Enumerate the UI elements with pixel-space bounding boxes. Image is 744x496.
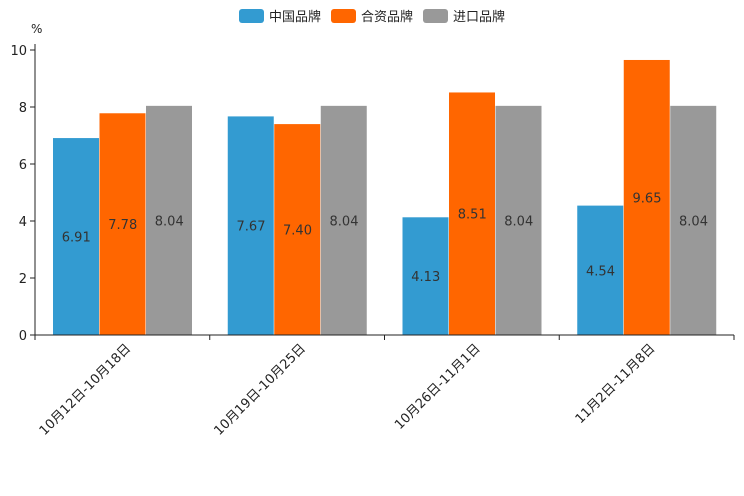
- legend-label: 中国品牌: [269, 9, 321, 25]
- legend-swatch: [423, 9, 448, 23]
- data-label: 7.78: [108, 218, 137, 233]
- bar: [53, 138, 99, 335]
- y-tick-label: 4: [19, 215, 27, 230]
- x-axis: 10月12日-10月18日 10月19日-10月25日 10月26日-11月1日 11…: [34, 334, 735, 439]
- bar: [320, 105, 367, 335]
- data-label: 6.91: [62, 231, 91, 246]
- y-tick-label: 2: [19, 272, 27, 287]
- bar: [623, 59, 670, 335]
- x-category-label: 11月2日-11月8日: [573, 341, 659, 427]
- x-category-label: 10月26日-11月1日: [392, 341, 484, 433]
- data-label: 7.40: [283, 224, 312, 239]
- y-tick-label: 6: [19, 158, 27, 173]
- data-label: 8.04: [155, 214, 184, 229]
- y-tick-label: 10: [10, 44, 27, 59]
- y-axis-unit-label: %: [31, 22, 42, 36]
- legend: 中国品牌 合资品牌 进口品牌: [239, 9, 505, 25]
- data-label: 8.04: [504, 214, 533, 229]
- bar: [402, 217, 449, 335]
- legend-label: 进口品牌: [453, 9, 505, 25]
- data-label: 8.04: [679, 214, 708, 229]
- legend-swatch: [331, 9, 356, 23]
- data-label: 8.04: [330, 214, 359, 229]
- data-label: 9.65: [633, 191, 662, 206]
- y-tick-label: 8: [19, 101, 27, 116]
- y-axis: 0 2 4 6 8 10: [10, 44, 36, 344]
- bar: [146, 105, 192, 335]
- bar: [449, 92, 495, 335]
- x-category-label: 10月19日-10月25日: [211, 341, 308, 438]
- y-tick-label: 0: [19, 329, 27, 344]
- bar: [227, 116, 274, 335]
- bar: [274, 124, 321, 335]
- data-label: 4.13: [411, 270, 440, 285]
- legend-swatch: [239, 9, 264, 23]
- bar: [670, 105, 717, 335]
- bar: [577, 205, 624, 335]
- x-category-label: 10月12日-10月18日: [37, 341, 134, 438]
- legend-label: 合资品牌: [361, 9, 413, 25]
- data-labels: 6.91 7.78 8.04 7.67 7.40 8.04 4.13 8.51 8.04 4.54…: [62, 191, 708, 285]
- bar: [99, 113, 146, 336]
- data-label: 7.67: [237, 220, 266, 235]
- data-label: 8.51: [458, 208, 487, 223]
- bar: [495, 105, 542, 335]
- data-label: 4.54: [586, 264, 615, 279]
- bar-series: [53, 59, 717, 336]
